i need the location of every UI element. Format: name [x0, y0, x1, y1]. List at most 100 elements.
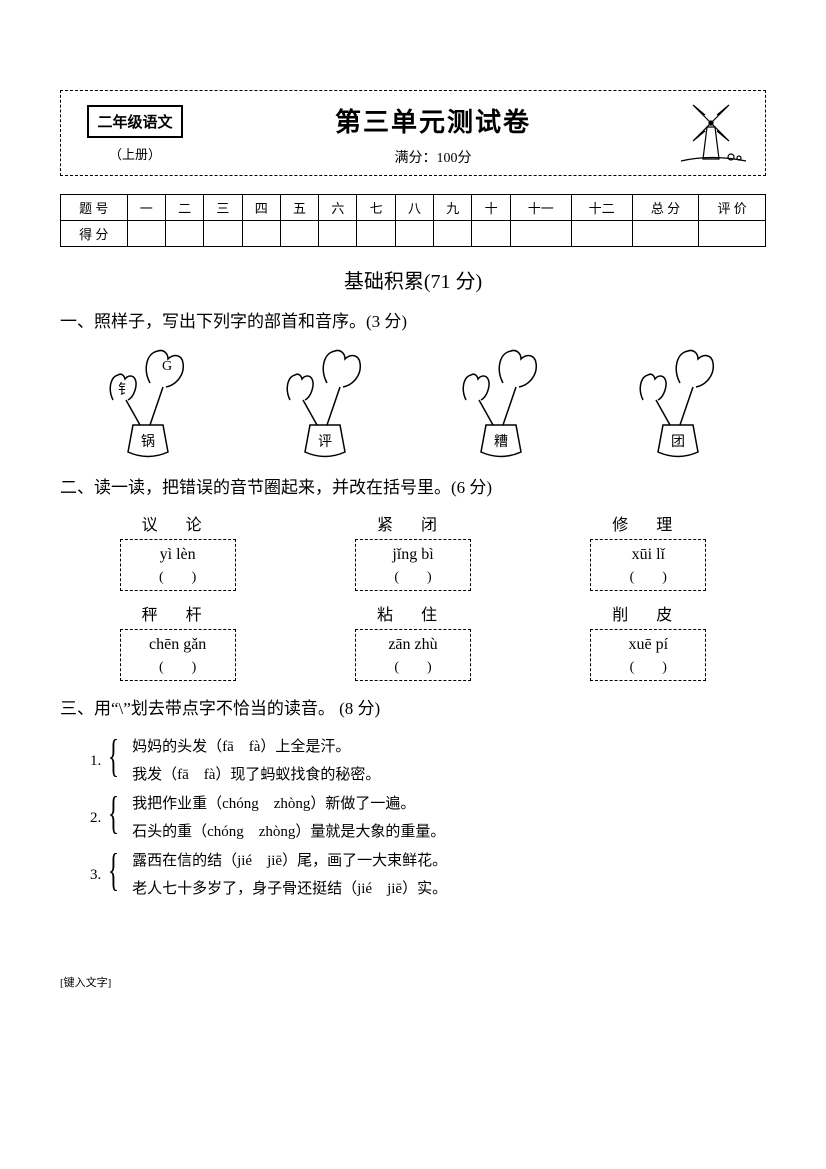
vase-base: 糟 [494, 434, 508, 450]
sentence: 露西在信的结（jié jiē）尾，画了一大束鲜花。 [132, 847, 447, 876]
pinyin-row-1: 议 论 yì lèn ( ) 紧 闭 jǐng bì ( ) 修 理 xūi l… [60, 511, 766, 591]
col-head: 三 [204, 195, 242, 221]
pinyin-text: jǐng bì [358, 546, 468, 564]
pinyin-text: xuē pí [593, 636, 703, 654]
pinyin-word: 议 论 [98, 511, 258, 535]
main-title: 第三单元测试卷 [195, 102, 671, 139]
score-cell [632, 221, 699, 247]
vase-item: 钅 G 锅 [88, 345, 208, 460]
pinyin-box: zān zhù ( ) [355, 629, 471, 681]
grade-label: 二年级语文 [87, 105, 182, 138]
col-head: 二 [165, 195, 203, 221]
score-cell [699, 221, 766, 247]
score-cell [242, 221, 280, 247]
vase-left: 钅 [118, 382, 132, 398]
pinyin-word: 修 理 [568, 511, 728, 535]
header-box: 二年级语文 （上册） 第三单元测试卷 满分：100分 [60, 90, 766, 176]
left-brace-icon: { [108, 733, 119, 790]
vase-item: 糟 [441, 345, 561, 460]
pinyin-item: 削 皮 xuē pí ( ) [568, 601, 728, 681]
col-head: 评 价 [699, 195, 766, 221]
table-row: 题 号 一 二 三 四 五 六 七 八 九 十 十一 十二 总 分 评 价 [61, 195, 766, 221]
sentence: 我发（fā fà）现了蚂蚁找食的秘密。 [132, 761, 380, 790]
col-head: 十 [472, 195, 510, 221]
pinyin-item: 秤 杆 chēn gǎn ( ) [98, 601, 258, 681]
pinyin-word: 粘 住 [333, 601, 493, 625]
pinyin-item: 粘 住 zān zhù ( ) [333, 601, 493, 681]
group-number: 1. [90, 733, 108, 790]
col-head: 十二 [571, 195, 632, 221]
windmill-icon [671, 99, 751, 169]
pinyin-box: chēn gǎn ( ) [120, 629, 236, 681]
pinyin-item: 修 理 xūi lǐ ( ) [568, 511, 728, 591]
pinyin-row-2: 秤 杆 chēn gǎn ( ) 粘 住 zān zhù ( ) 削 皮 xuē… [60, 601, 766, 681]
score-cell [319, 221, 357, 247]
vase-item: 评 [265, 345, 385, 460]
vase-right: G [162, 359, 172, 374]
col-head: 七 [357, 195, 395, 221]
answer-blank: ( ) [593, 566, 703, 586]
group-lines: 妈妈的头发（fā fà）上全是汗。 我发（fā fà）现了蚂蚁找食的秘密。 [132, 733, 380, 790]
group-number: 2. [90, 790, 108, 847]
q3-body: 1. { 妈妈的头发（fā fà）上全是汗。 我发（fā fà）现了蚂蚁找食的秘… [60, 733, 766, 904]
pinyin-text: chēn gǎn [123, 636, 233, 654]
pinyin-item: 紧 闭 jǐng bì ( ) [333, 511, 493, 591]
score-cell [165, 221, 203, 247]
page: 二年级语文 （上册） 第三单元测试卷 满分：100分 [0, 0, 826, 1030]
group-lines: 露西在信的结（jié jiē）尾，画了一大束鲜花。 老人七十多岁了，身子骨还挺结… [132, 847, 447, 904]
score-cell [510, 221, 571, 247]
left-brace-icon: { [108, 790, 119, 847]
pinyin-box: xuē pí ( ) [590, 629, 706, 681]
answer-blank: ( ) [123, 566, 233, 586]
section-title: 基础积累(71 分) [60, 265, 766, 294]
group-number: 3. [90, 847, 108, 904]
score-cell [472, 221, 510, 247]
sentence: 石头的重（chóng zhòng）量就是大象的重量。 [132, 818, 445, 847]
row-label: 题 号 [61, 195, 128, 221]
question-2: 二、读一读，把错误的音节圈起来，并改在括号里。(6 分) [60, 474, 766, 501]
col-head: 一 [127, 195, 165, 221]
vase-base: 评 [318, 434, 332, 450]
col-head: 十一 [510, 195, 571, 221]
row-label: 得 分 [61, 221, 128, 247]
score-cell [280, 221, 318, 247]
pinyin-box: xūi lǐ ( ) [590, 539, 706, 591]
score-table: 题 号 一 二 三 四 五 六 七 八 九 十 十一 十二 总 分 评 价 得 … [60, 194, 766, 247]
sentence: 妈妈的头发（fā fà）上全是汗。 [132, 733, 380, 762]
full-score: 满分：100分 [195, 147, 671, 167]
brace-group: 1. { 妈妈的头发（fā fà）上全是汗。 我发（fā fà）现了蚂蚁找食的秘… [90, 733, 766, 790]
pinyin-word: 削 皮 [568, 601, 728, 625]
grade-block: 二年级语文 （上册） [75, 105, 195, 163]
vase-base: 锅 [141, 434, 155, 450]
answer-blank: ( ) [593, 656, 703, 676]
footer-text: [键入文字] [60, 974, 766, 990]
pinyin-text: xūi lǐ [593, 546, 703, 564]
score-cell [357, 221, 395, 247]
book-label: （上册） [109, 144, 161, 163]
pinyin-box: yì lèn ( ) [120, 539, 236, 591]
table-row: 得 分 [61, 221, 766, 247]
pinyin-word: 紧 闭 [333, 511, 493, 535]
col-head: 总 分 [632, 195, 699, 221]
sentence: 老人七十多岁了，身子骨还挺结（jié jiē）实。 [132, 875, 447, 904]
pinyin-text: zān zhù [358, 636, 468, 654]
group-lines: 我把作业重（chóng zhòng）新做了一遍。 石头的重（chóng zhòn… [132, 790, 445, 847]
score-cell [204, 221, 242, 247]
pinyin-text: yì lèn [123, 546, 233, 564]
question-1: 一、照样子，写出下列字的部首和音序。(3 分) [60, 308, 766, 335]
col-head: 四 [242, 195, 280, 221]
col-head: 五 [280, 195, 318, 221]
sentence: 我把作业重（chóng zhòng）新做了一遍。 [132, 790, 445, 819]
vase-base: 团 [671, 435, 685, 450]
left-brace-icon: { [108, 847, 119, 904]
title-block: 第三单元测试卷 满分：100分 [195, 102, 671, 167]
score-cell [571, 221, 632, 247]
col-head: 六 [319, 195, 357, 221]
vase-row: 钅 G 锅 评 [60, 345, 766, 460]
question-3: 三、用“\”划去带点字不恰当的读音。 (8 分) [60, 695, 766, 722]
brace-group: 3. { 露西在信的结（jié jiē）尾，画了一大束鲜花。 老人七十多岁了，身… [90, 847, 766, 904]
answer-blank: ( ) [358, 566, 468, 586]
col-head: 八 [395, 195, 433, 221]
col-head: 九 [434, 195, 472, 221]
score-cell [434, 221, 472, 247]
